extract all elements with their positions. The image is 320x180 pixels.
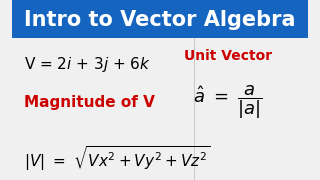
Text: Unit Vector: Unit Vector bbox=[184, 49, 272, 63]
FancyBboxPatch shape bbox=[12, 0, 308, 38]
Text: V = 2$i$ + 3$j$ + 6$k$: V = 2$i$ + 3$j$ + 6$k$ bbox=[24, 55, 150, 74]
Text: Intro to Vector Algebra: Intro to Vector Algebra bbox=[24, 10, 296, 30]
Text: $\hat{a}\ =\ \dfrac{a}{|a|}$: $\hat{a}\ =\ \dfrac{a}{|a|}$ bbox=[193, 83, 263, 121]
Text: $|V|\ =\ \sqrt{Vx^2 + Vy^2 + Vz^2}$: $|V|\ =\ \sqrt{Vx^2 + Vy^2 + Vz^2}$ bbox=[24, 144, 210, 173]
Text: Magnitude of V: Magnitude of V bbox=[24, 94, 155, 109]
